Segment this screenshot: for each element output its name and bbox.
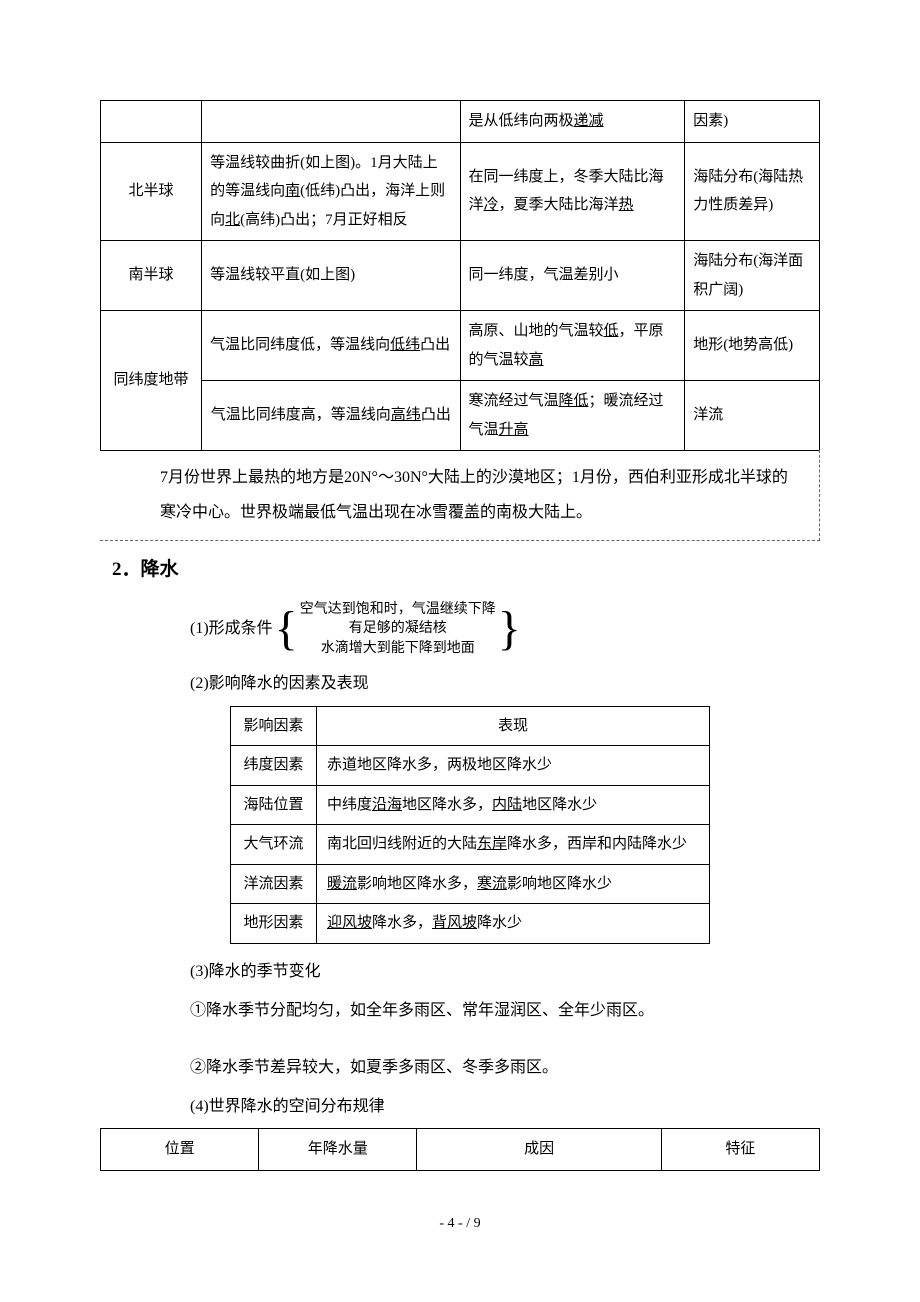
subsection-title: (2)影响降水的因素及表现	[100, 666, 820, 701]
formation-conditions: (1)形成条件 { 空气达到饱和时，气温继续下降 有足够的凝结核 水滴增大到能下…	[100, 600, 820, 659]
brace-left-icon: {	[275, 605, 298, 653]
cell: 洋流	[685, 381, 820, 451]
page-footer: - 4 - / 9	[100, 1211, 820, 1236]
cell: 在同一纬度上，冬季大陆比海洋冷，夏季大陆比海洋热	[460, 142, 685, 241]
cell: 海陆分布(海洋面积广阔)	[685, 241, 820, 311]
cell: 海陆分布(海陆热力性质差异)	[685, 142, 820, 241]
paragraph: ①降水季节分配均匀，如全年多雨区、常年湿润区、全年少雨区。	[100, 993, 820, 1028]
cell: 北半球	[101, 142, 202, 241]
cell: 等温线较平直(如上图)	[202, 241, 460, 311]
cell	[101, 101, 202, 143]
cell: 高原、山地的气温较低，平原的气温较高	[460, 311, 685, 381]
factors-table: 影响因素 表现 纬度因素 赤道地区降水多，两极地区降水少 海陆位置 中纬度沿海地…	[230, 706, 710, 944]
cell: 大气环流	[231, 825, 317, 865]
cell: 海陆位置	[231, 785, 317, 825]
th: 位置	[101, 1129, 259, 1171]
brace-right-icon: }	[498, 605, 521, 653]
cell: 气温比同纬度高，等温线向高纬凸出	[202, 381, 460, 451]
th: 成因	[417, 1129, 661, 1171]
line: 水滴增大到能下降到地面	[300, 639, 496, 659]
th: 影响因素	[231, 706, 317, 746]
th: 表现	[317, 706, 710, 746]
line: 有足够的凝结核	[300, 619, 496, 639]
cell: 同一纬度，气温差别小	[460, 241, 685, 311]
cell: 同纬度地带	[101, 311, 202, 451]
cell: 纬度因素	[231, 746, 317, 786]
cell: 暖流影响地区降水多，寒流影响地区降水少	[317, 864, 710, 904]
cell: 南北回归线附近的大陆东岸降水多，西岸和内陆降水少	[317, 825, 710, 865]
cell: 地形(地势高低)	[685, 311, 820, 381]
distribution-table: 位置 年降水量 成因 特征	[100, 1128, 820, 1171]
note-box: 7月份世界上最热的地方是20N°～30N°大陆上的沙漠地区；1月份，西伯利亚形成…	[100, 450, 820, 541]
cell: 等温线较曲折(如上图)。1月大陆上的等温线向南(低纬)凸出，海洋上则向北(高纬)…	[202, 142, 460, 241]
th: 年降水量	[259, 1129, 417, 1171]
cell: 因素)	[685, 101, 820, 143]
cell: 地形因素	[231, 904, 317, 944]
cell: 气温比同纬度低，等温线向低纬凸出	[202, 311, 460, 381]
cell: 中纬度沿海地区降水多，内陆地区降水少	[317, 785, 710, 825]
cell	[202, 101, 460, 143]
cell: 迎风坡降水多，背风坡降水少	[317, 904, 710, 944]
cell: 寒流经过气温降低；暖流经过气温升高	[460, 381, 685, 451]
subsection-title: (4)世界降水的空间分布规律	[100, 1089, 820, 1124]
line: 空气达到饱和时，气温继续下降	[300, 600, 496, 620]
cell: 洋流因素	[231, 864, 317, 904]
cell: 是从低纬向两极递减	[460, 101, 685, 143]
cell: 南半球	[101, 241, 202, 311]
subsection-title: (3)降水的季节变化	[100, 954, 820, 989]
th: 特征	[661, 1129, 819, 1171]
section-heading: 2．降水	[112, 553, 820, 587]
temperature-table: 是从低纬向两极递减 因素) 北半球 等温线较曲折(如上图)。1月大陆上的等温线向…	[100, 100, 820, 451]
condition-lines: 空气达到饱和时，气温继续下降 有足够的凝结核 水滴增大到能下降到地面	[300, 600, 496, 659]
cell: 赤道地区降水多，两极地区降水少	[317, 746, 710, 786]
label: (1)形成条件	[190, 615, 273, 644]
paragraph: ②降水季节差异较大，如夏季多雨区、冬季多雨区。	[100, 1050, 820, 1085]
